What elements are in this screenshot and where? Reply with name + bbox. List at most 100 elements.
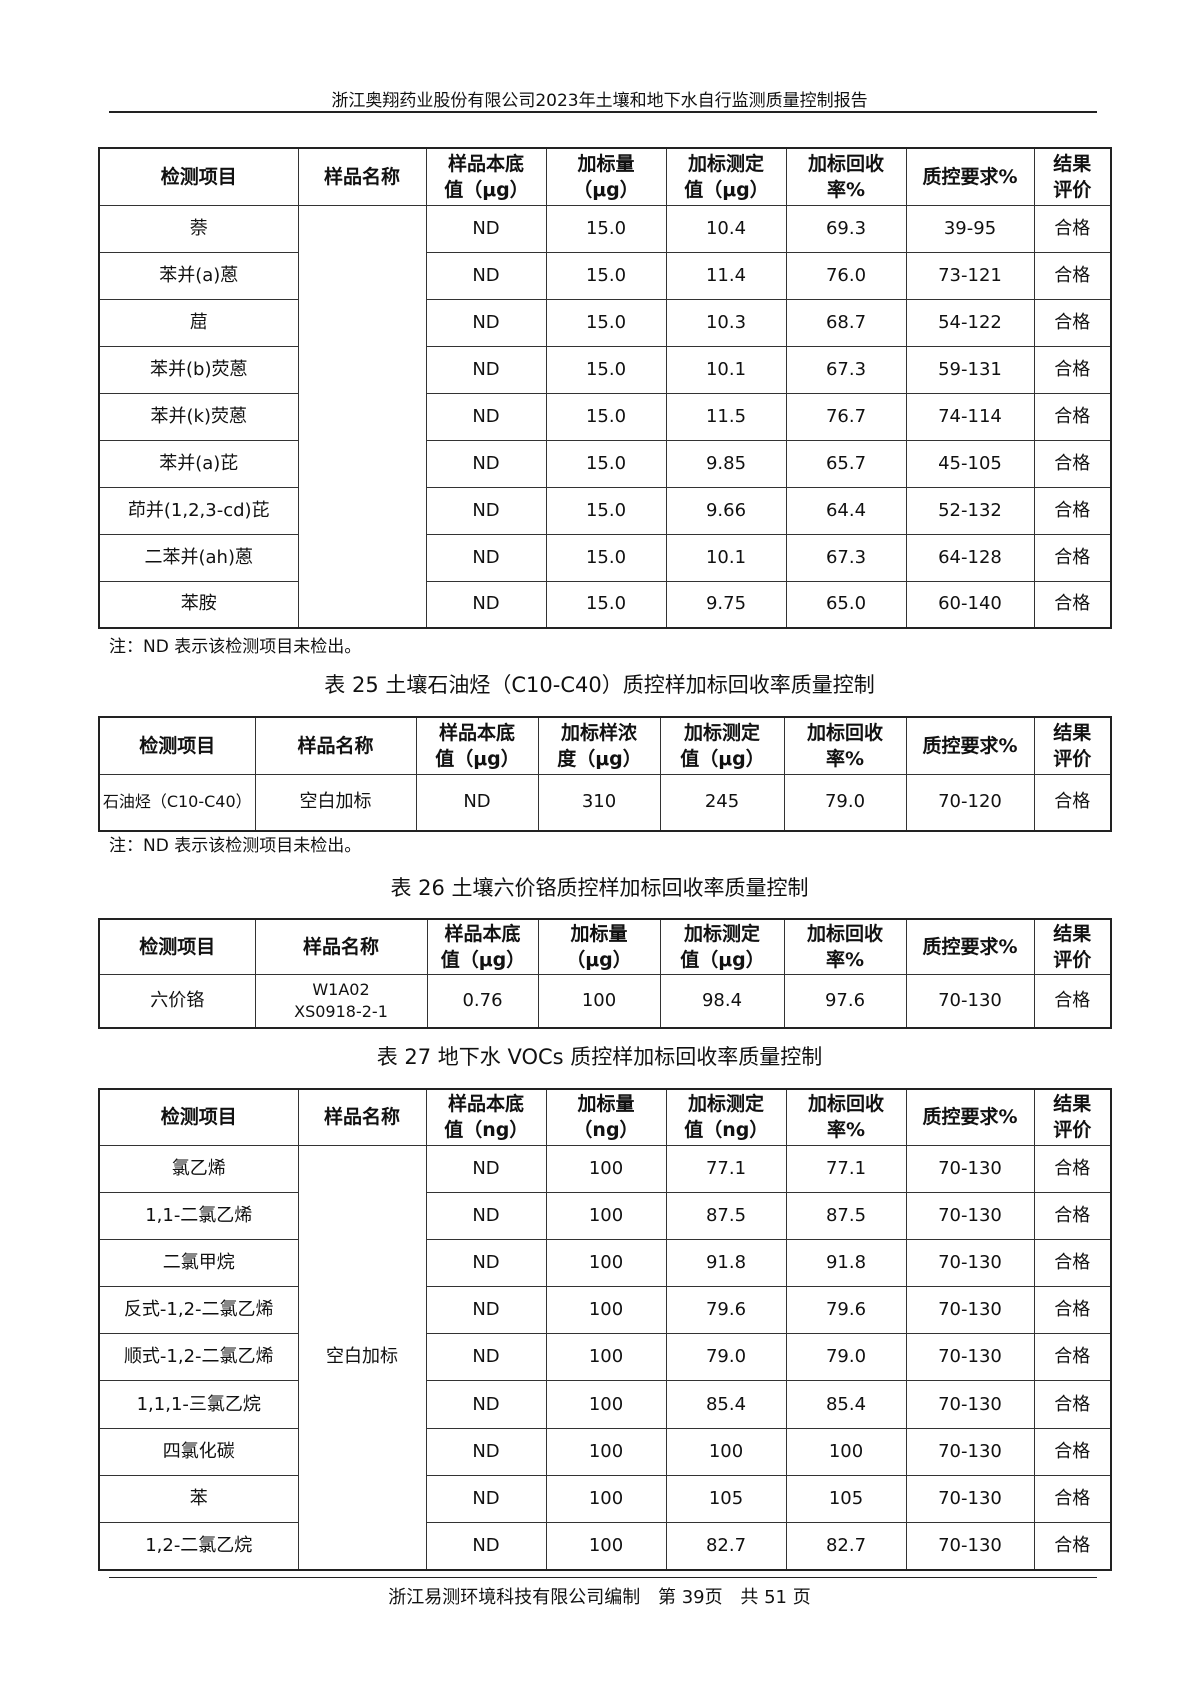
item-name-cell: 苯并(b)荧蒽 — [98, 345, 299, 394]
table-cell: 空白加标 — [254, 773, 417, 832]
table-cell: 79.0 — [665, 1333, 787, 1382]
table-row: 苯并(k)荧蒽 ND 15.0 11.5 76.7 74-114 合格 — [98, 392, 1112, 441]
item-name-cell: 1,1,1-三氯乙烷 — [98, 1380, 299, 1429]
table-cell: ND — [425, 392, 547, 441]
column-header-label: 加标回收率% — [806, 922, 883, 971]
item-name-cell: 䓛 — [98, 298, 299, 347]
table-cell: ND — [425, 1427, 547, 1476]
table-row: 茚并(1,2,3-cd)芘 ND 15.0 9.66 64.4 52-132 合格 — [98, 486, 1112, 535]
column-header: 样品名称 — [254, 918, 428, 975]
table-header-row: 检测项目 样品名称 样品本底值（ng） 加标量（ng） 加标测定值（ng） 加标回收率% 质… — [98, 1088, 1112, 1146]
table-cell: 52-132 — [905, 486, 1035, 535]
table-cell: 100 — [545, 1380, 667, 1429]
table-row: 萘 ND 15.0 10.4 69.3 39-95 合格 — [98, 204, 1112, 629]
column-header-label: 样品本底值（μg） — [435, 721, 520, 770]
table-row: 苯并(a)蒽 ND 15.0 11.4 76.0 73-121 合格 — [98, 251, 1112, 300]
column-header: 结果评价 — [1033, 1088, 1112, 1146]
column-header: 加标测定值（μg） — [659, 716, 785, 775]
table-cell: 73-121 — [905, 251, 1035, 300]
column-header-label: 加标测定值（μg） — [684, 152, 769, 201]
column-header: 加标量（μg） — [545, 147, 667, 206]
table-cell: ND — [425, 533, 547, 582]
table-cell: 合格 — [1033, 1191, 1112, 1240]
table-cell: 0.76 — [426, 973, 539, 1029]
table-cell: 70-130 — [905, 1144, 1035, 1193]
table-cell: 39-95 — [905, 204, 1035, 253]
column-header-label: 样品本底值（ng） — [444, 1093, 529, 1142]
table-cell: 六价铬 — [98, 973, 256, 1029]
column-header-label: 质控要求% — [922, 1106, 1018, 1129]
table-cell: 合格 — [1033, 1286, 1112, 1335]
sample-name-cell: W1A02 XS0918-2-1 — [294, 979, 388, 1021]
sample-name-cell — [297, 204, 427, 629]
table-vocs-spike-recovery: 检测项目 样品名称 样品本底值（ng） 加标量（ng） 加标测定值（ng） 加标回收率% 质… — [98, 1088, 1112, 1571]
table-cell: 68.7 — [785, 298, 907, 347]
table-cell: 合格 — [1033, 773, 1112, 832]
column-header-label: 加标量（μg） — [566, 922, 632, 971]
table-cell: 70-130 — [905, 1238, 1035, 1288]
table-row: 二苯并(ah)蒽 ND 15.0 10.1 67.3 64-128 合格 — [98, 533, 1112, 582]
table-cell: 64.4 — [785, 486, 907, 535]
column-header: 加标回收率% — [783, 918, 907, 975]
table-cell: 合格 — [1033, 580, 1112, 629]
table-cell: 79.6 — [785, 1286, 907, 1335]
column-header-label: 加标样浓度（μg） — [557, 721, 642, 770]
column-header-label: 结果评价 — [1053, 152, 1092, 201]
item-name-cell: 石油烃（C10-C40） — [98, 773, 256, 832]
table-cell: 10.3 — [665, 298, 787, 347]
table-cell: 15.0 — [545, 251, 667, 300]
table-row: 反式-1,2-二氯乙烯 ND 100 79.6 79.6 70-130 合格 — [98, 1286, 1112, 1335]
table-cell: 70-130 — [905, 1333, 1035, 1382]
footer-total: 共 51 页 — [740, 1587, 811, 1608]
column-header-label: 结果评价 — [1053, 1093, 1092, 1142]
footer-org: 浙江易测环境科技有限公司编制 — [388, 1587, 641, 1608]
table-cell: 9.85 — [665, 439, 787, 488]
table-cell: ND — [415, 773, 539, 832]
column-header: 结果评价 — [1033, 147, 1112, 206]
table-cell: 合格 — [1033, 1521, 1112, 1571]
column-header-label: 加标量（μg） — [573, 152, 639, 201]
table-row: 六价铬 W1A02 XS0918-2-1 0.76 100 98.4 97.6 70-130… — [98, 973, 1112, 1029]
column-header-label: 质控要求% — [922, 734, 1018, 757]
sample-name-cell: 空白加标 — [297, 1144, 427, 1571]
table-cell: 310 — [537, 773, 661, 832]
page-header: 浙江奥翔药业股份有限公司2023年土壤和地下水自行监测质量控制报告 — [331, 91, 868, 111]
column-header: 加标测定值（ng） — [665, 1088, 787, 1146]
item-name-cell: 苯胺 — [98, 580, 299, 629]
column-header-label: 样品名称 — [323, 165, 400, 188]
column-header: 加标样浓度（μg） — [537, 716, 661, 775]
column-header-label: 样品本底值（μg） — [444, 152, 529, 201]
table-cell: 100 — [665, 1427, 787, 1476]
column-header: 样品名称 — [297, 1088, 427, 1146]
item-name-cell: 二氯甲烷 — [98, 1238, 299, 1288]
table-cell: 76.0 — [785, 251, 907, 300]
column-header-label: 结果评价 — [1053, 721, 1092, 770]
table-cell: 67.3 — [785, 533, 907, 582]
header-rule — [109, 111, 1097, 113]
table-cell: 45-105 — [905, 439, 1035, 488]
item-name-cell: 1,1-二氯乙烯 — [98, 1191, 299, 1240]
table-cell: 54-122 — [905, 298, 1035, 347]
table-cell: 合格 — [1033, 204, 1112, 253]
table-row: 苯胺 ND 15.0 9.75 65.0 60-140 合格 — [98, 580, 1112, 629]
cell-value: 98.4 — [701, 989, 743, 1011]
table-cell: 85.4 — [665, 1380, 787, 1429]
column-header-label: 检测项目 — [139, 734, 216, 757]
table-cell: 74-114 — [905, 392, 1035, 441]
table-cell: 79.0 — [783, 773, 907, 832]
column-header-label: 加标测定值（μg） — [680, 922, 765, 971]
table-cell: ND — [425, 1333, 547, 1382]
table-cell: 合格 — [1033, 1474, 1112, 1524]
table-cell: 15.0 — [545, 486, 667, 535]
table-cell: 11.4 — [665, 251, 787, 300]
table-cell: 91.8 — [785, 1238, 907, 1288]
table-cell: 70-130 — [905, 1191, 1035, 1240]
table-cell: 105 — [785, 1474, 907, 1524]
table-cell: 97.6 — [783, 973, 907, 1029]
table-cell: ND — [425, 1521, 547, 1571]
column-header-label: 加标回收率% — [807, 152, 884, 201]
table-cell: 70-130 — [905, 1286, 1035, 1335]
cell-value: 合格 — [1054, 989, 1091, 1011]
column-header: 加标量（ng） — [545, 1088, 667, 1146]
table-pah-spike-recovery: 检测项目 样品名称 样品本底值（μg） 加标量（μg） 加标测定值（μg） 加标回收率% 质… — [98, 147, 1112, 629]
